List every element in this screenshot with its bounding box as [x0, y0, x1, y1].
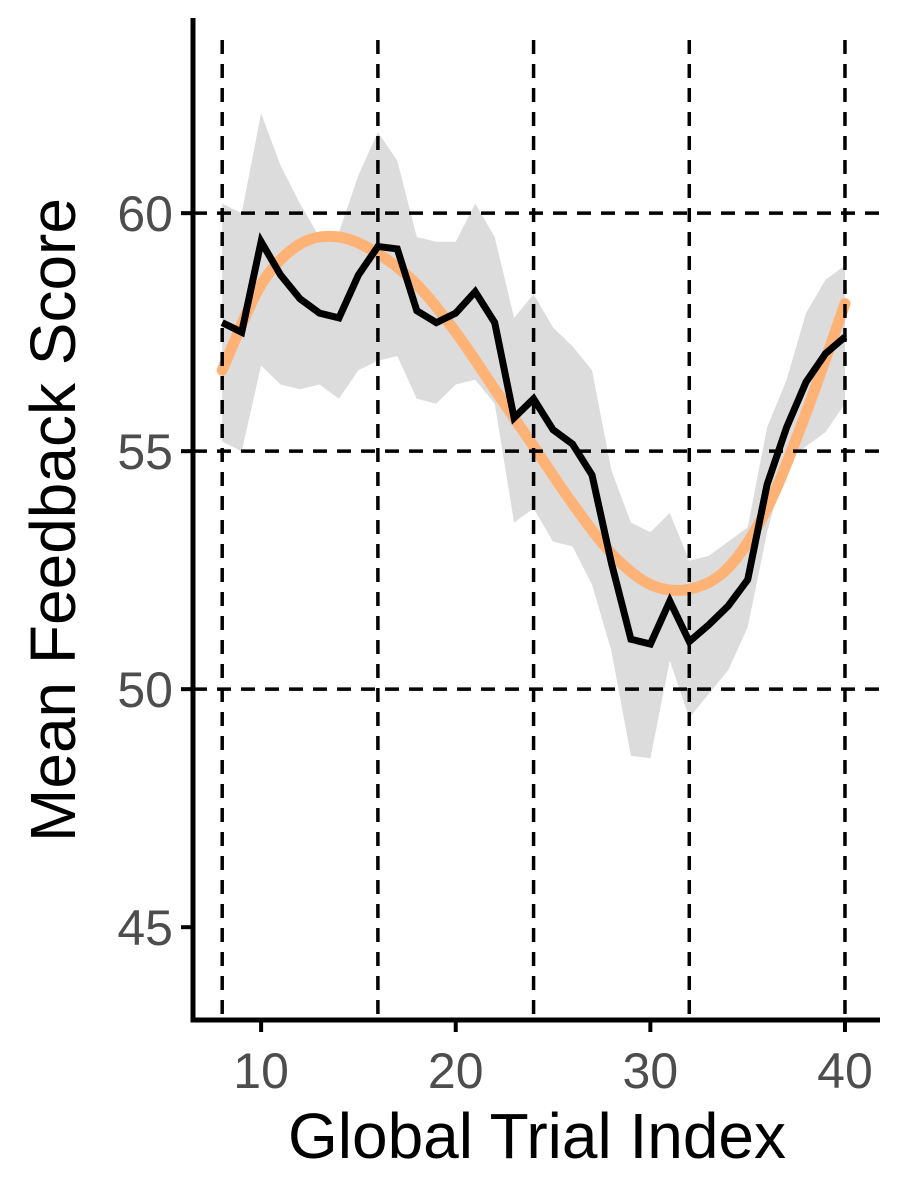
tick-labels-layer: 45 50 55 60 10 20 30 40	[117, 186, 872, 1099]
axes-layer	[181, 18, 880, 1032]
mean-line-layer	[220, 232, 848, 649]
y-axis-title: Mean Feedback Score	[17, 198, 89, 842]
x-tick-label: 20	[428, 1043, 484, 1099]
y-tick-label: 50	[117, 662, 173, 718]
mean-line	[220, 232, 848, 649]
y-tick-label: 60	[117, 186, 173, 242]
x-tick-label: 40	[817, 1043, 873, 1099]
x-axis-title: Global Trial Index	[288, 1100, 786, 1172]
y-tick-label: 55	[117, 424, 173, 480]
x-tick-label: 30	[623, 1043, 679, 1099]
y-tick-label: 45	[117, 900, 173, 956]
x-tick-label: 10	[233, 1043, 289, 1099]
reference-lines-layer	[193, 40, 880, 1020]
